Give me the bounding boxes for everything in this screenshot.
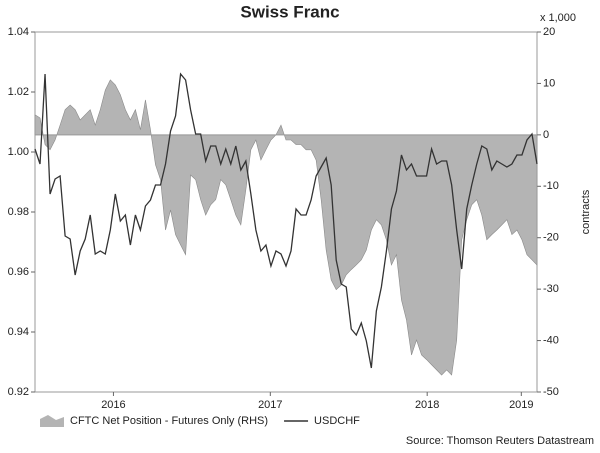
y2-axis-label: contracts bbox=[580, 189, 592, 234]
y-tick-label: 1.04 bbox=[8, 26, 29, 38]
area bbox=[34, 79, 538, 376]
x-tick-label: 2017 bbox=[258, 399, 282, 411]
y-tick-label: 1.00 bbox=[8, 146, 29, 158]
legend-label: USDCHF bbox=[314, 415, 360, 427]
line bbox=[34, 72, 538, 369]
y-tick-label: 1.02 bbox=[8, 86, 29, 98]
y2-tick-label: 10 bbox=[543, 77, 555, 89]
y-tick-label: 0.92 bbox=[8, 386, 29, 398]
legend-label: CFTC Net Position - Futures Only (RHS) bbox=[70, 415, 268, 427]
x-tick-label: 2019 bbox=[509, 399, 533, 411]
chart-title: Swiss Franc bbox=[240, 2, 339, 21]
y2-unit: x 1,000 bbox=[540, 12, 576, 24]
y2-tick-label: -20 bbox=[543, 232, 559, 244]
y-tick-label: 0.96 bbox=[8, 266, 29, 278]
x-tick-label: 2016 bbox=[101, 399, 125, 411]
y2-tick-label: 20 bbox=[543, 26, 555, 38]
y2-tick-label: 0 bbox=[543, 129, 549, 141]
y2-tick-label: -50 bbox=[543, 386, 559, 398]
legend-swatch bbox=[40, 415, 64, 427]
y2-tick-label: -10 bbox=[543, 180, 559, 192]
x-tick-label: 2018 bbox=[415, 399, 439, 411]
y2-tick-label: -40 bbox=[543, 334, 559, 346]
y-tick-label: 0.98 bbox=[8, 206, 29, 218]
y2-tick-label: -30 bbox=[543, 283, 559, 295]
source: Source: Thomson Reuters Datastream bbox=[406, 435, 594, 447]
y-tick-label: 0.94 bbox=[8, 326, 29, 338]
